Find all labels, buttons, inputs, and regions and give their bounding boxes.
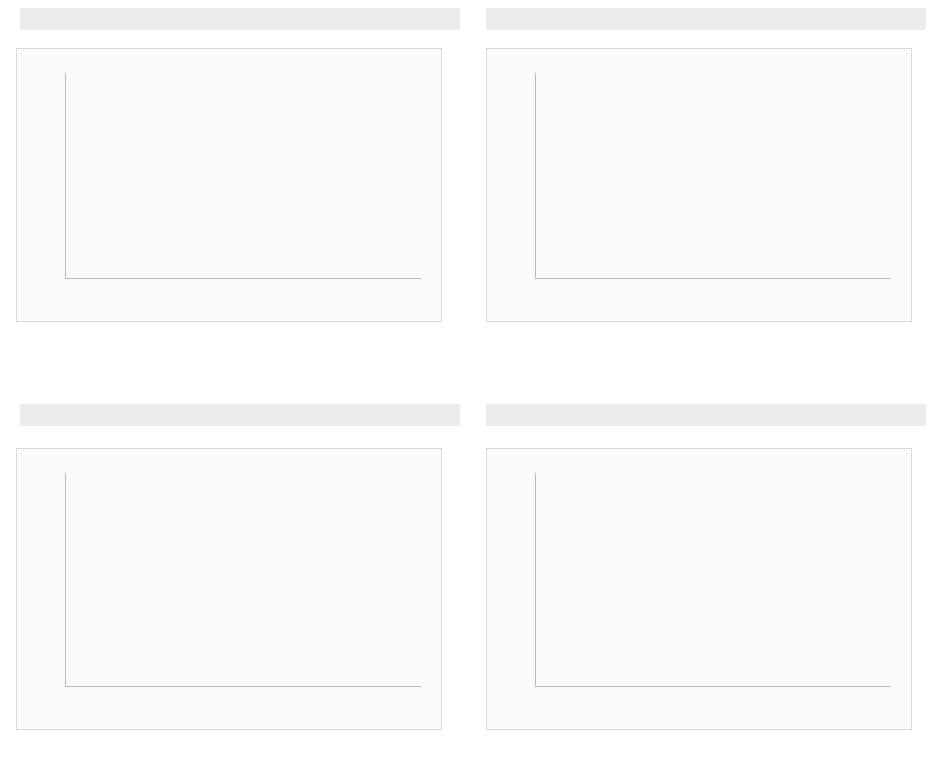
heading-placeholder: [20, 404, 460, 426]
chart-panel: [16, 48, 442, 322]
heading-placeholder: [486, 404, 926, 426]
plot-area: [535, 73, 891, 279]
plot-area: [65, 473, 421, 687]
heading-placeholder: [486, 8, 926, 30]
plot-area: [535, 473, 891, 687]
chart-panel: [486, 48, 912, 322]
chart-panel: [16, 448, 442, 730]
plot-area: [65, 73, 421, 279]
heading-placeholder: [20, 8, 460, 30]
chart-panel: [486, 448, 912, 730]
